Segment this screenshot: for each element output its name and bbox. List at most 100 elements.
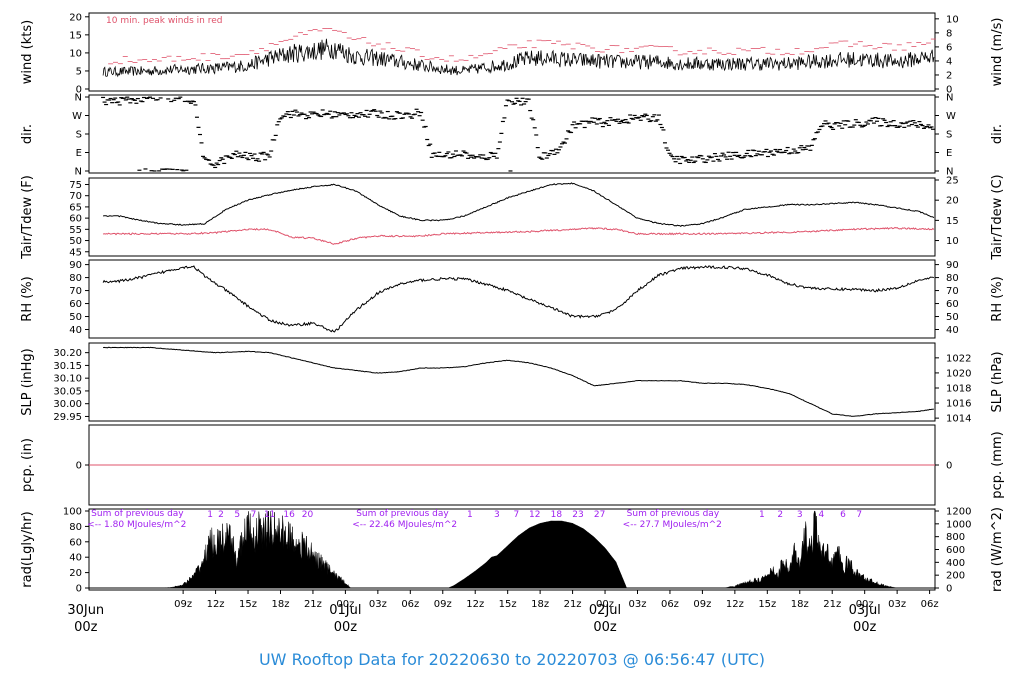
ytick-label-left: N	[75, 93, 82, 104]
rad-hour-label: 2	[777, 510, 783, 520]
ytick-label-left: 15	[69, 30, 82, 41]
ytick-label-right: 6	[946, 42, 952, 53]
ytick-label-right: 200	[946, 571, 965, 582]
ytick-label-left: 20	[69, 12, 82, 23]
ylabel-left: wind (kts)	[20, 20, 35, 84]
xtick-label: 21z	[823, 599, 841, 610]
day-label-hour: 00z	[74, 620, 98, 635]
ylabel-left: SLP (inHg)	[20, 348, 35, 416]
ytick-label-left: 30.20	[53, 348, 82, 359]
ytick-label-left: 10	[69, 48, 82, 59]
rad-hour-label: 16	[283, 510, 295, 520]
ytick-label-right: 400	[946, 558, 965, 569]
series-rh	[102, 265, 935, 333]
ytick-label-left: N	[75, 167, 82, 178]
ytick-label-right: 10	[946, 14, 959, 25]
rad-hour-label: 5	[234, 510, 240, 520]
ytick-label-left: 80	[69, 273, 82, 284]
ytick-label-right: 80	[946, 273, 959, 284]
panel-frame	[88, 259, 936, 339]
ytick-label-right: 15	[946, 216, 959, 227]
rad-sum-annotation: Sum of previous day	[356, 509, 449, 519]
ytick-label-left: 60	[69, 537, 82, 548]
panel-wind: wind (kts) wind (m/s) 0 5 10 15 20 0 2 4 6 8 10 10 mi…	[20, 12, 1005, 95]
xtick-label: 21z	[304, 599, 322, 610]
ytick-label-left: 30.15	[53, 361, 82, 372]
ytick-label-left: 80	[69, 522, 82, 533]
xtick-label: 09z	[693, 599, 711, 610]
ylabel-left: rad(Lgly/hr)	[20, 511, 35, 587]
ytick-label-left: 20	[69, 568, 82, 579]
rad-sum-annotation: Sum of previous day	[627, 509, 720, 519]
ytick-label-left: S	[76, 130, 82, 141]
xtick-label: 03z	[369, 599, 387, 610]
ytick-label-left: 30.05	[53, 386, 82, 397]
ytick-label-left: 0	[76, 461, 82, 472]
panel-dir: dir. dir.N NW WS SE EN N	[20, 93, 1005, 178]
panel-frame	[88, 94, 936, 174]
ytick-label-right: 8	[946, 28, 952, 39]
day-label-date: 03Jul	[849, 603, 881, 618]
ytick-label-left: 0	[76, 584, 82, 595]
ytick-label-left: 40	[69, 325, 82, 336]
ytick-label-left: E	[76, 148, 82, 159]
ytick-label-right: 1200	[946, 507, 971, 518]
ytick-label-right: 20	[946, 196, 959, 207]
xtick-label: 00z	[336, 599, 354, 610]
ytick-label-right: 70	[946, 286, 959, 297]
day-label-hour: 00z	[334, 620, 358, 635]
ylabel-left: pcp. (in)	[20, 438, 35, 492]
ytick-label-right: 10	[946, 236, 959, 247]
panel-rh: RH (%) RH (%) 40 50 60 70 80 90 40 50 60 70 80 90	[20, 259, 1005, 339]
ytick-label-right: 90	[946, 260, 959, 271]
ytick-label-right: 50	[946, 312, 959, 323]
rad-sum-annotation: <-- 1.80 MJoules/m^2	[87, 520, 186, 530]
ytick-label-right: 2	[946, 70, 952, 81]
rad-hour-label: 7	[856, 510, 862, 520]
rad-hour-label: 18	[551, 510, 563, 520]
series-tair	[103, 182, 935, 228]
series-rad-1	[161, 510, 352, 589]
xtick-label: 15z	[758, 599, 776, 610]
xtick-label: 15z	[239, 599, 257, 610]
xtick-label: 06z	[921, 599, 939, 610]
ytick-label-left: 60	[69, 214, 82, 225]
ytick-label-right: 1022	[946, 353, 971, 364]
ytick-label-left: 0	[76, 85, 82, 96]
xtick-label: 12z	[207, 599, 225, 610]
ytick-label-left: 60	[69, 299, 82, 310]
xtick-label: 15z	[499, 599, 517, 610]
xtick-label: 09z	[174, 599, 192, 610]
ylabel-right: RH (%)	[990, 276, 1005, 321]
ylabel-right: pcp. (mm)	[990, 431, 1005, 498]
rad-hour-label: 27	[594, 510, 605, 520]
rad-hour-label: 6	[840, 510, 846, 520]
rad-hour-label: 4	[819, 510, 825, 520]
series-rad-3	[723, 510, 898, 589]
series-slp	[103, 346, 934, 417]
rad-hour-label: 23	[572, 510, 583, 520]
series-tdew	[102, 226, 935, 245]
ytick-label-right: 0	[946, 584, 952, 595]
ytick-label-right: 0	[946, 85, 952, 96]
ytick-label-left: 70	[69, 191, 82, 202]
ylabel-right: Tair/Tdew (C)	[990, 174, 1005, 260]
panel-pcp: pcp. (in) pcp. (mm) 0 0	[20, 424, 1005, 506]
xtick-label: 12z	[466, 599, 484, 610]
panel-frame	[88, 177, 936, 257]
ytick-label-left: 30.00	[53, 399, 82, 410]
rad-hour-label: 1	[467, 510, 473, 520]
xtick-label: 18z	[531, 599, 549, 610]
xtick-label: 06z	[661, 599, 679, 610]
rad-hour-label: 12	[529, 510, 540, 520]
ytick-label-left: 50	[69, 236, 82, 247]
day-label-date: 30Jun	[67, 603, 104, 618]
ytick-label-right: 600	[946, 545, 965, 556]
rad-sum-annotation: <-- 27.7 MJoules/m^2	[623, 520, 722, 530]
ytick-label-left: 75	[69, 180, 82, 191]
ytick-label-left: 65	[69, 202, 82, 213]
xtick-label: 00z	[596, 599, 614, 610]
